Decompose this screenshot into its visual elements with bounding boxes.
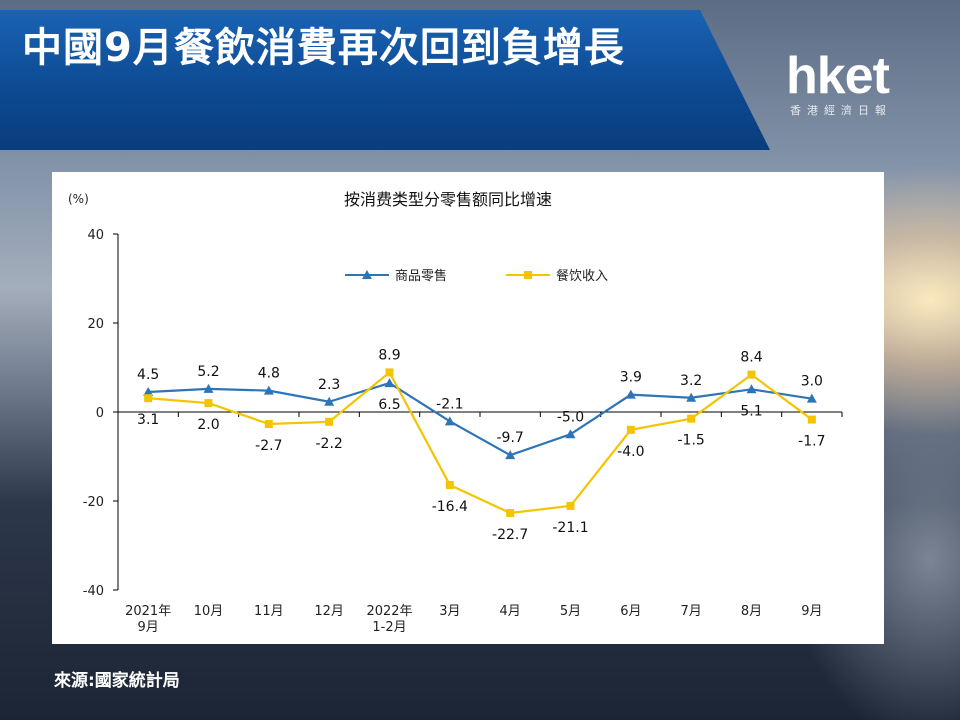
logo-subtitle: 香港經濟日報: [790, 104, 892, 117]
x-tick-label: 10月: [194, 604, 224, 619]
legend-marker-1: [362, 270, 372, 279]
data-label: 3.1: [137, 412, 159, 428]
data-point: [505, 450, 516, 460]
data-point: [746, 384, 757, 394]
data-label: -16.4: [432, 499, 468, 515]
data-point: [143, 386, 154, 396]
data-point: [566, 501, 575, 510]
data-point: [324, 396, 335, 406]
y-tick-label: 0: [96, 406, 104, 421]
data-label: -2.1: [436, 396, 463, 412]
data-label: -1.5: [678, 433, 705, 449]
x-tick-label: 9月: [138, 620, 159, 635]
data-point: [445, 480, 454, 489]
data-label: 3.9: [620, 370, 642, 386]
data-label: 5.1: [740, 403, 762, 419]
data-point: [385, 368, 394, 377]
data-label: -2.7: [255, 438, 282, 454]
x-tick-label: 4月: [500, 604, 521, 619]
data-label: 3.0: [801, 374, 823, 390]
data-label: 2.3: [318, 377, 340, 393]
logo-wordmark: hket: [786, 47, 890, 105]
data-label: 8.9: [378, 347, 400, 363]
data-point: [687, 414, 696, 423]
y-tick-label: 20: [87, 317, 104, 332]
x-tick-label: 1-2月: [372, 620, 406, 635]
data-point: [807, 415, 816, 424]
data-point: [565, 429, 576, 439]
chart-panel: 按消费类型分零售额同比增速 (%) 40 20 0 -20 -40 2021年 9月 10月 11月…: [52, 172, 884, 644]
data-point: [144, 394, 153, 403]
data-point: [625, 389, 636, 399]
data-label: 8.4: [740, 350, 762, 366]
data-point: [444, 416, 455, 426]
data-point: [506, 509, 515, 518]
data-point: [686, 392, 697, 402]
y-axis-unit-label: (%): [68, 192, 89, 206]
x-tick-label: 2021年: [125, 604, 171, 619]
y-tick-label: -40: [83, 584, 104, 599]
x-tick-label: 6月: [620, 604, 641, 619]
data-label: 4.5: [137, 367, 159, 383]
data-point: [204, 399, 213, 408]
data-point: [263, 385, 274, 395]
legend-label-2: 餐饮收入: [556, 268, 608, 284]
chart-title: 按消费类型分零售额同比增速: [344, 190, 552, 209]
data-label: -4.0: [617, 444, 644, 460]
data-label: -22.7: [492, 527, 528, 543]
hket-logo: hket 香港經濟日報: [786, 48, 926, 128]
data-label: -9.7: [497, 430, 524, 446]
data-label: -2.2: [316, 436, 343, 452]
data-label: 2.0: [197, 417, 219, 433]
data-label: 4.8: [258, 366, 280, 382]
data-label: 5.2: [197, 364, 219, 380]
data-point: [626, 425, 635, 434]
data-label: 6.5: [378, 397, 400, 413]
legend-label-1: 商品零售: [395, 268, 447, 284]
x-tick-label: 9月: [801, 604, 822, 619]
data-point: [203, 383, 214, 393]
x-tick-label: 7月: [681, 604, 702, 619]
y-tick-label: 40: [87, 228, 104, 243]
x-tick-label: 11月: [254, 604, 284, 619]
data-label: -5.0: [557, 409, 584, 425]
x-tick-label: 2022年: [366, 604, 412, 619]
source-note: 來源:國家統計局: [54, 671, 180, 691]
data-point: [264, 420, 273, 429]
series-line-1: [148, 381, 813, 457]
data-label: 3.2: [680, 373, 702, 389]
title-banner: [0, 10, 770, 150]
x-tick-label: 8月: [741, 604, 762, 619]
x-tick-label: 12月: [314, 604, 344, 619]
y-tick-label: -20: [83, 495, 104, 510]
data-label: -21.1: [552, 520, 588, 536]
data-point: [325, 417, 334, 426]
legend-marker-2: [524, 271, 532, 279]
data-point: [806, 393, 817, 403]
x-tick-label: 5月: [560, 604, 581, 619]
page-title: 中國9月餐飲消費再次回到負增長: [22, 25, 625, 71]
x-tick-label: 3月: [439, 604, 460, 619]
series-line-2: [148, 370, 813, 515]
data-point: [747, 370, 756, 379]
data-point: [384, 378, 395, 388]
data-label: -1.7: [798, 434, 825, 450]
